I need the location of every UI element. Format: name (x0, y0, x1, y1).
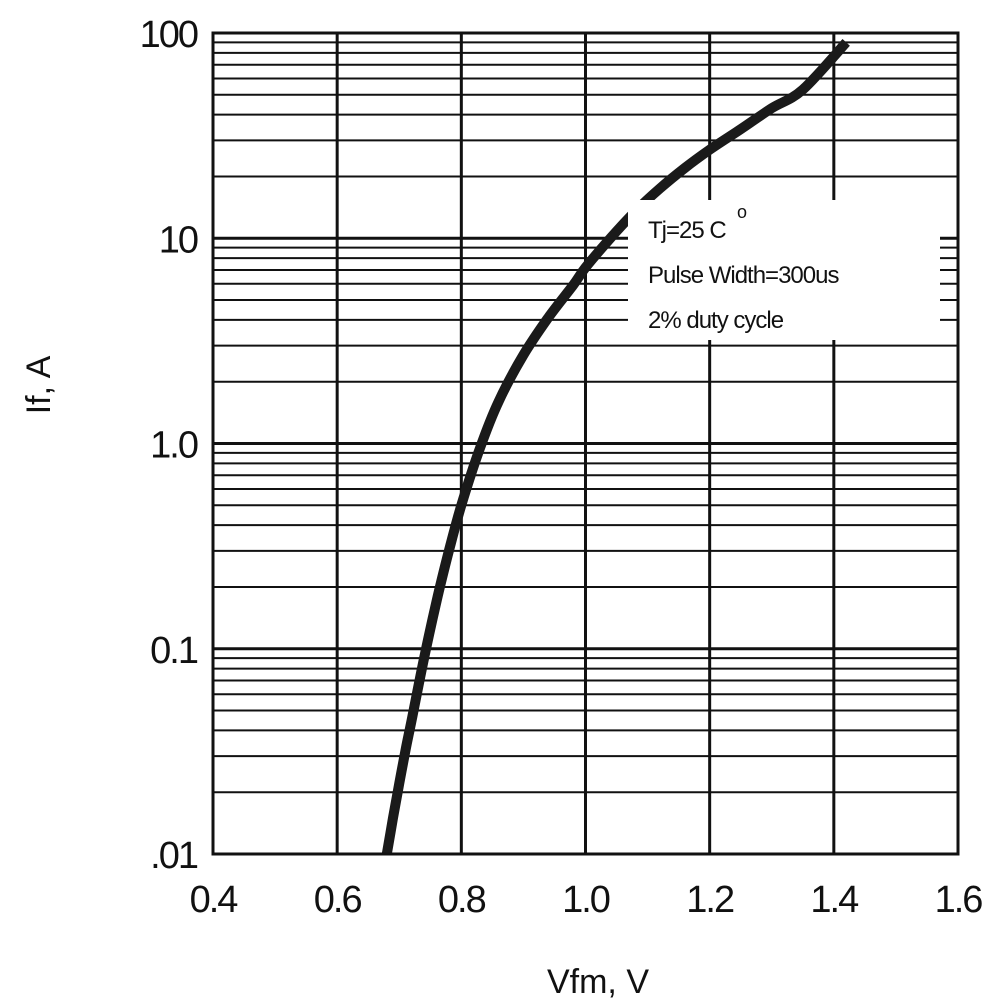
x-tick-labels: 0.4 0.6 0.8 1.0 1.2 1.4 1.6 (190, 879, 985, 921)
y-tick-label: 10 (159, 219, 198, 261)
x-tick-label: 1.4 (810, 879, 859, 921)
x-tick-label: 1.2 (686, 879, 734, 921)
x-tick-label: 0.6 (314, 879, 362, 921)
x-axis-title: Vfm, V (547, 963, 649, 1001)
x-tick-label: 0.4 (190, 879, 239, 921)
y-tick-label: 1.0 (150, 425, 198, 467)
x-tick-label: 1.0 (562, 879, 610, 921)
y-tick-label: 100 (140, 14, 198, 56)
annotation-line-1: Tj=25 C (648, 217, 726, 244)
plot-frame (211, 31, 960, 856)
annotation-line-2: Pulse Width=300us (648, 262, 839, 289)
y-axis-title: If, A (20, 355, 58, 414)
y-tick-label: 0.1 (150, 630, 198, 672)
annotation-box: Tj=25 C o Pulse Width=300us 2% duty cycl… (628, 200, 940, 340)
y-tick-labels: .01 0.1 1.0 10 100 (140, 14, 200, 877)
annotation-line-3: 2% duty cycle (648, 307, 784, 334)
annotation-background (628, 200, 940, 340)
curve-layer (381, 39, 850, 855)
degree-symbol: o (737, 202, 747, 222)
forward-voltage-curve (381, 39, 850, 855)
x-tick-label: 0.8 (438, 879, 486, 921)
y-tick-label: .01 (150, 835, 198, 877)
x-tick-label: 1.6 (935, 879, 983, 921)
